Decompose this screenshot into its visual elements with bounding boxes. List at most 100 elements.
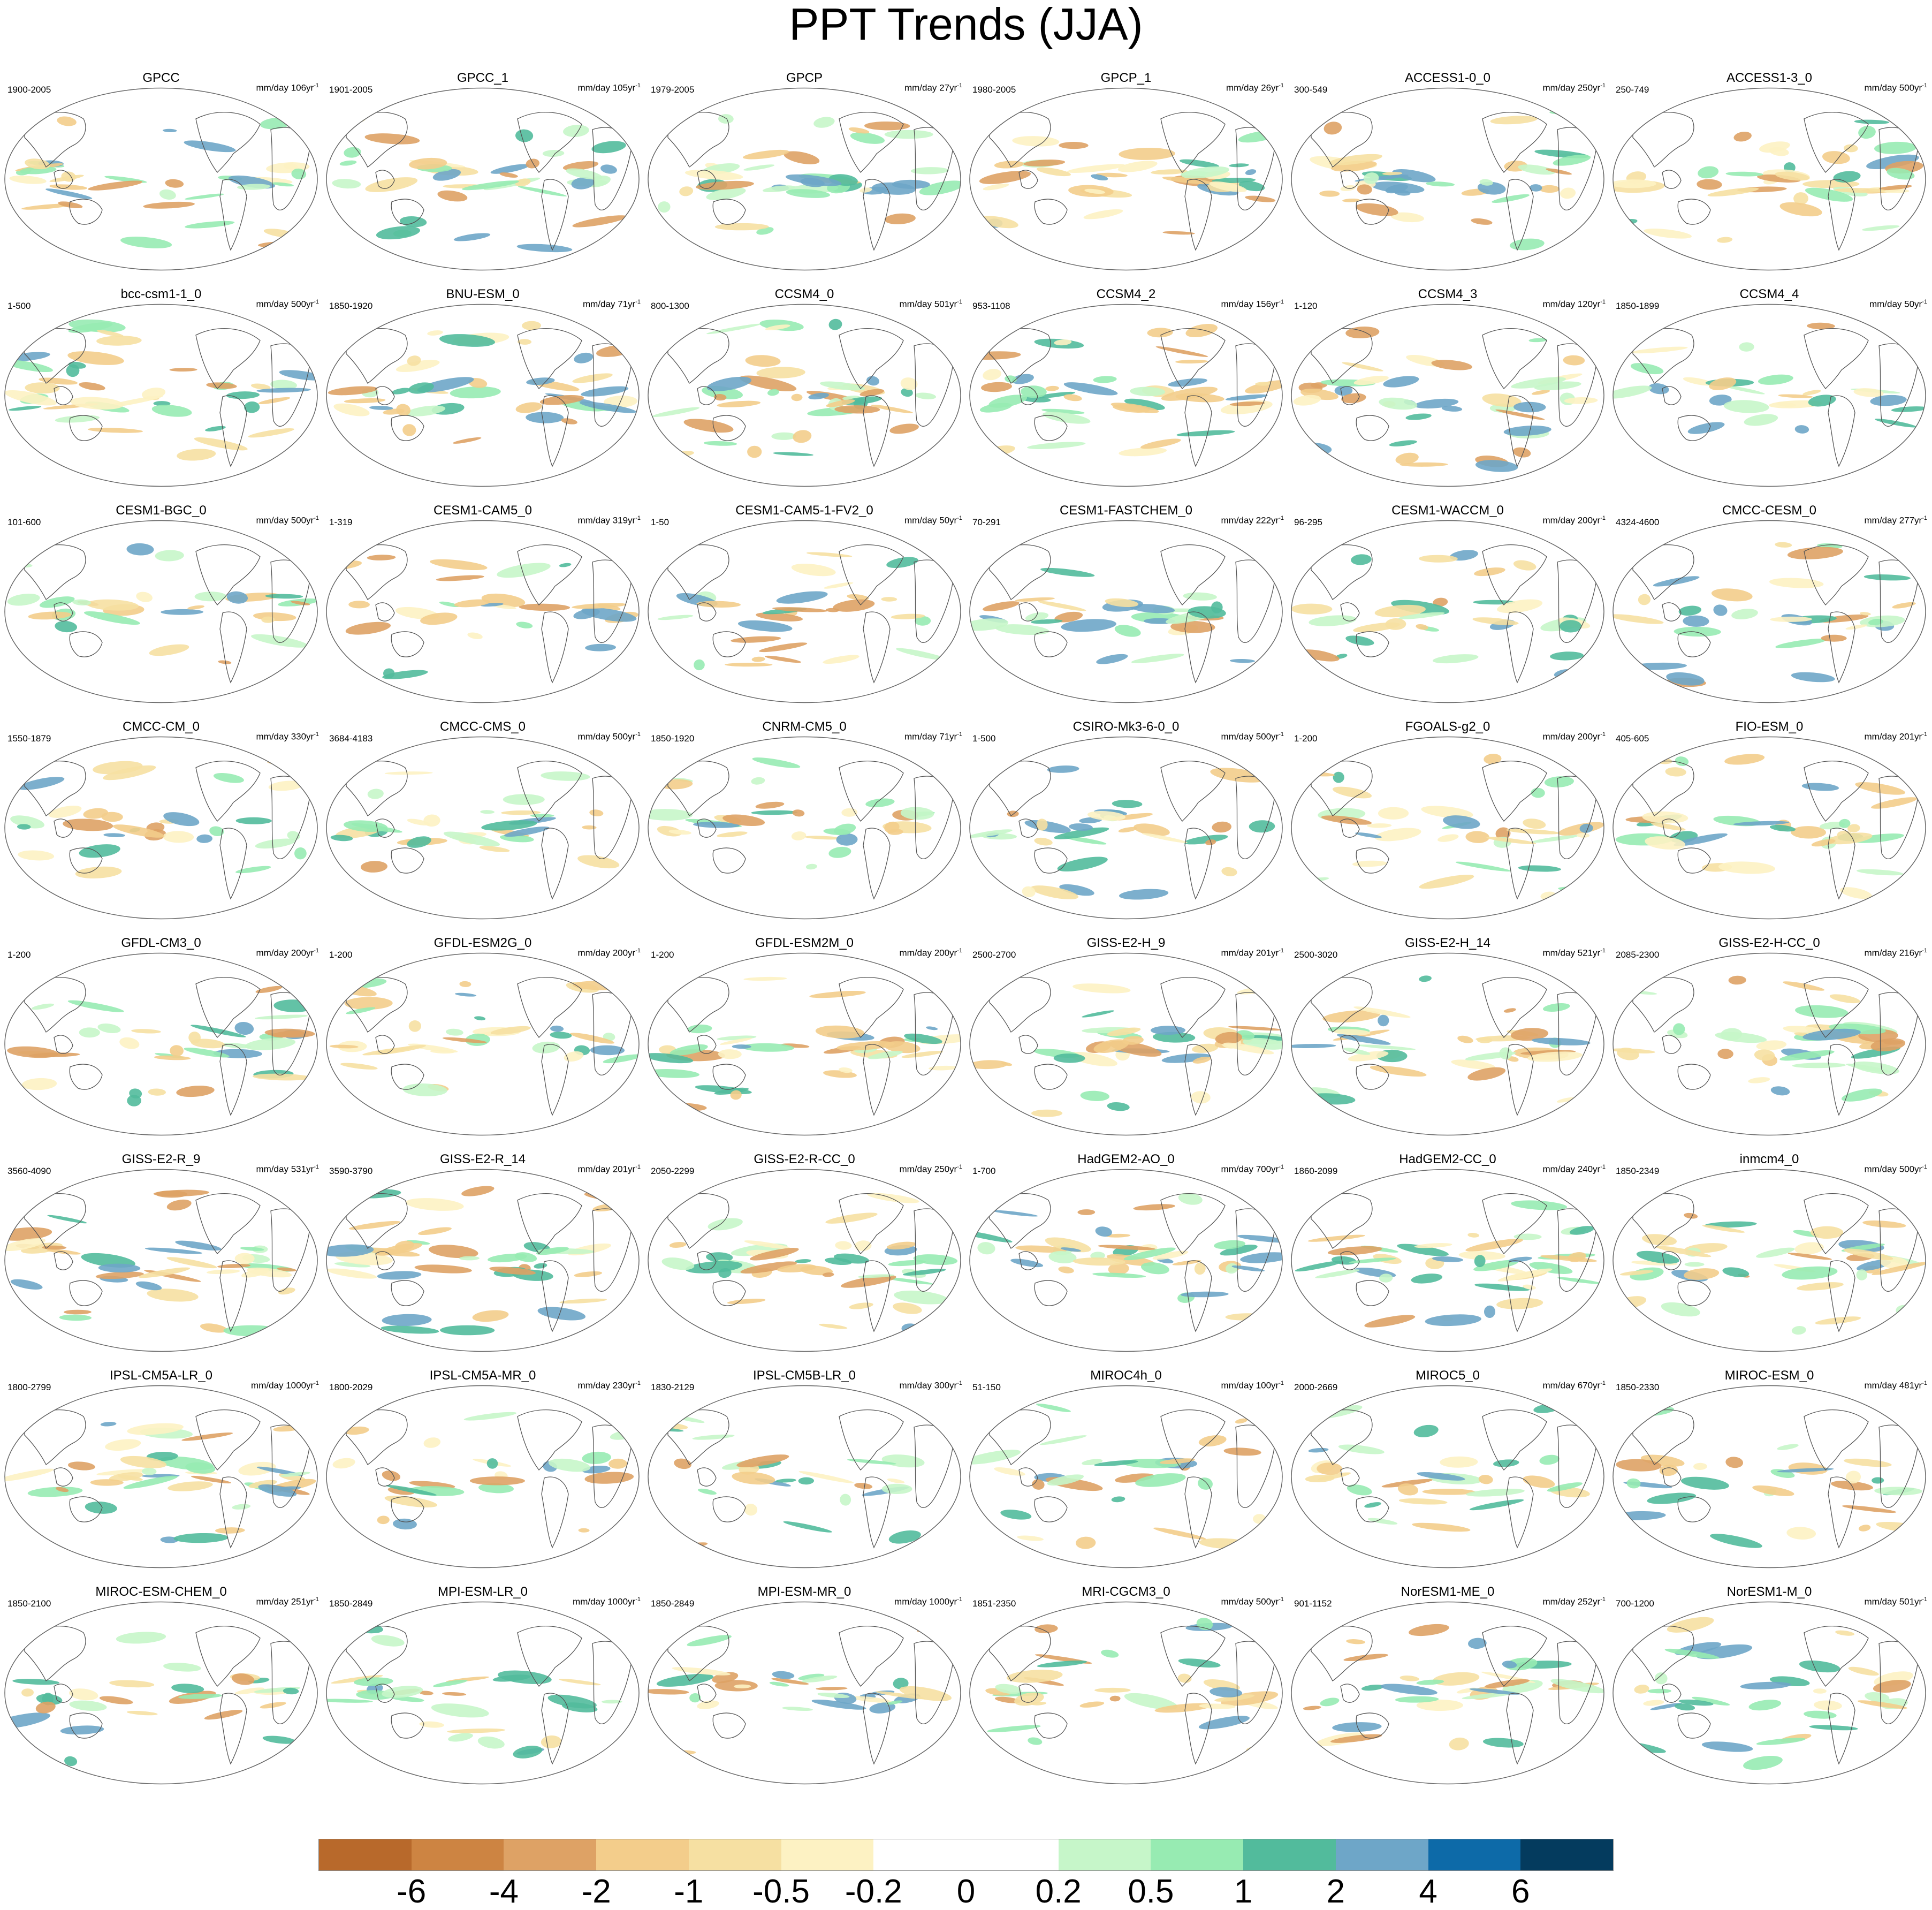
trend-patch xyxy=(1328,154,1382,165)
coastline xyxy=(1557,776,1598,860)
trend-patch xyxy=(382,1471,401,1481)
trend-patch xyxy=(610,1540,630,1547)
coastline xyxy=(346,977,408,1033)
coastline xyxy=(219,179,247,251)
trend-patch xyxy=(443,831,500,847)
map-panel: BNU-ESM_0 1850-1920 mm/day 71yr-1 xyxy=(325,282,641,496)
panel-years: 1850-2100 xyxy=(7,1598,51,1609)
trend-patch xyxy=(169,368,197,372)
coastline xyxy=(375,1684,395,1703)
trend-patch xyxy=(714,223,769,231)
colorbar-box xyxy=(1243,1839,1336,1870)
coastline xyxy=(1235,559,1276,643)
trend-patch xyxy=(795,1259,811,1263)
trend-patch xyxy=(477,1736,505,1749)
trend-patch xyxy=(1210,1687,1243,1697)
coastline xyxy=(517,1409,582,1471)
trend-patch xyxy=(344,820,388,832)
units-exponent: -1 xyxy=(635,299,641,305)
trend-patch xyxy=(596,345,633,357)
coastline xyxy=(195,1409,261,1471)
trend-patch xyxy=(328,386,378,396)
trend-patch xyxy=(75,866,122,879)
trend-patch xyxy=(64,1756,78,1767)
trend-patch xyxy=(35,1701,56,1714)
coastline xyxy=(1311,1626,1373,1681)
trend-patch xyxy=(58,201,83,209)
trend-patch xyxy=(1710,1534,1762,1548)
trend-patch xyxy=(515,402,542,413)
units-exponent: -1 xyxy=(635,948,641,954)
trend-patch xyxy=(888,1530,921,1544)
trend-patch xyxy=(345,621,391,635)
trend-patch xyxy=(69,1700,107,1711)
trend-patch xyxy=(1096,654,1128,664)
panel-title: CSIRO-Mk3-6-0_0 xyxy=(1073,719,1180,734)
map-border xyxy=(969,952,1283,1136)
panel-years: 1-50 xyxy=(651,517,670,527)
trend-patch xyxy=(886,1700,903,1705)
map-border xyxy=(4,87,318,271)
trend-patch xyxy=(743,149,789,160)
trend-patch xyxy=(798,1477,814,1485)
trend-patch xyxy=(427,330,443,336)
trend-patch xyxy=(1409,1624,1449,1636)
trend-patch xyxy=(1531,390,1550,395)
trend-patch xyxy=(995,624,1049,635)
trend-patch xyxy=(566,168,603,180)
coastline xyxy=(541,1476,569,1549)
trend-patch xyxy=(171,1684,204,1693)
map-border xyxy=(326,520,640,703)
trend-patch xyxy=(804,836,842,840)
trend-patch xyxy=(1839,818,1851,828)
coastline xyxy=(346,1193,408,1249)
trend-patch xyxy=(1616,1459,1662,1472)
trend-patch xyxy=(101,812,123,822)
coastline xyxy=(1506,828,1534,900)
trend-patch xyxy=(1172,1260,1201,1265)
trend-patch xyxy=(722,814,765,827)
trend-patch xyxy=(1245,195,1276,202)
trend-patch xyxy=(1303,1706,1321,1710)
map-border xyxy=(1291,952,1604,1136)
trend-patch xyxy=(1506,829,1560,835)
trend-patch xyxy=(367,555,396,560)
trend-patch xyxy=(1381,1479,1433,1488)
trend-patch xyxy=(1333,1029,1371,1035)
trend-patch xyxy=(1220,400,1273,414)
map-projection xyxy=(969,520,1283,703)
trend-patch xyxy=(578,1528,590,1533)
trend-patch xyxy=(1094,1687,1131,1693)
trend-patch xyxy=(884,130,933,139)
trend-patch xyxy=(1579,823,1593,833)
trend-patch xyxy=(1221,1691,1279,1706)
map-border xyxy=(969,304,1283,487)
units-exponent: -1 xyxy=(314,948,319,954)
trend-patch xyxy=(1175,393,1224,403)
panel-units: mm/day 501yr-1 xyxy=(899,299,962,309)
panel-title: GISS-E2-H_9 xyxy=(1086,936,1166,950)
trend-patch xyxy=(513,1746,543,1759)
map-panel: CESM1-CAM5_0 1-319 mm/day 319yr-1 xyxy=(325,498,641,712)
map-panel: inmcm4_0 1850-2349 mm/day 500yr-1 xyxy=(1611,1147,1927,1361)
coastline xyxy=(1482,328,1547,389)
trend-patch xyxy=(234,1253,255,1264)
trend-patch xyxy=(1433,597,1448,607)
panel-units: mm/day 105yr-1 xyxy=(577,82,641,93)
trend-patch xyxy=(1061,619,1116,632)
units-exponent: -1 xyxy=(957,299,962,305)
trend-patch xyxy=(39,377,78,385)
panel-units: mm/day 201yr-1 xyxy=(1864,731,1927,742)
trend-patch xyxy=(215,1527,245,1534)
trend-patch xyxy=(1449,1737,1469,1750)
trend-patch xyxy=(486,1458,498,1469)
trend-patch xyxy=(1109,1695,1121,1702)
coastline xyxy=(346,761,408,816)
panel-units: mm/day 50yr-1 xyxy=(904,515,962,526)
trend-patch xyxy=(1465,1051,1516,1061)
panel-years: 2500-3020 xyxy=(1294,950,1338,960)
map-border xyxy=(1291,87,1604,271)
panel-years: 250-749 xyxy=(1616,85,1649,95)
trend-patch xyxy=(759,642,808,653)
trend-patch xyxy=(1390,212,1424,223)
